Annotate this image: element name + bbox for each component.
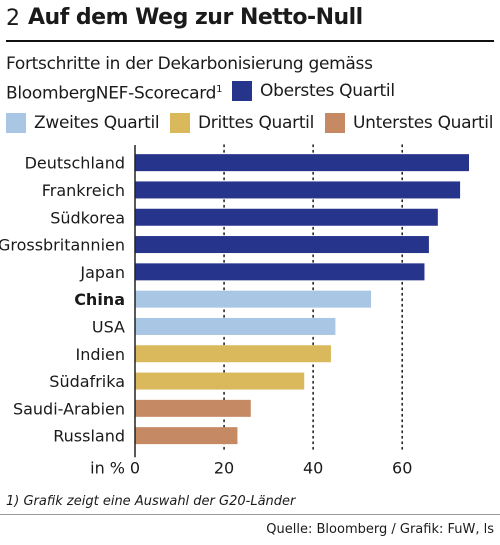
legend-label-zweites: Zweites Quartil xyxy=(34,113,160,133)
legend-swatch-oberstes xyxy=(232,81,252,101)
tick-label-0: 0 xyxy=(130,458,140,477)
footnote: 1) Grafik zeigt eine Auswahl der G20-Län… xyxy=(6,494,296,509)
bar-frankreich xyxy=(135,181,461,199)
category-label-indien: Indien xyxy=(76,345,125,364)
bar-südafrika xyxy=(135,372,305,390)
category-label-frankreich: Frankreich xyxy=(42,181,125,200)
legend-label-unterstes: Unterstes Quartil xyxy=(353,113,494,133)
x-axis-unit: in % xyxy=(90,458,125,477)
category-label-russland: Russland xyxy=(53,427,125,446)
bar-usa xyxy=(135,317,336,335)
figure-number: 2 xyxy=(6,6,20,31)
category-label-grossbritannien: Grossbritannien xyxy=(0,236,125,255)
bar-südkorea xyxy=(135,208,438,226)
category-label-südafrika: Südafrika xyxy=(49,372,125,391)
bar-grossbritannien xyxy=(135,236,429,254)
legend-item-oberstes: Oberstes Quartil xyxy=(232,80,395,102)
category-label-saudi-arabien: Saudi-Arabien xyxy=(13,399,125,418)
category-label-usa: USA xyxy=(92,317,125,336)
bar-indien xyxy=(135,345,331,363)
bar-japan xyxy=(135,263,425,281)
legend-swatch-unterstes xyxy=(325,113,345,133)
chart-title: Auf dem Weg zur Netto-Null xyxy=(28,5,363,30)
bar-deutschland xyxy=(135,154,469,172)
legend-label-oberstes: Oberstes Quartil xyxy=(260,81,395,101)
legend-item-unterstes: Unterstes Quartil xyxy=(325,112,493,134)
bar-saudi-arabien xyxy=(135,399,251,417)
legend-item-zweites: Zweites Quartil xyxy=(6,112,160,134)
tick-label-60: 60 xyxy=(392,458,412,477)
header: 2 Auf dem Weg zur Netto-Null xyxy=(6,4,494,42)
bar-russland xyxy=(135,427,238,445)
bar-chart: Deutschland Frankreich Südkorea Grossbritan… xyxy=(0,144,469,477)
source-credit: Quelle: Bloomberg / Grafik: FuW, ls xyxy=(266,522,494,537)
subtitle-line2: BloombergNEF-Scorecard1 xyxy=(6,80,222,104)
legend-item-drittes: Drittes Quartil xyxy=(170,112,314,134)
legend-label-drittes: Drittes Quartil xyxy=(198,113,315,133)
category-label-china: China xyxy=(74,290,125,309)
category-label-deutschland: Deutschland xyxy=(25,154,125,173)
bar-china xyxy=(135,290,372,308)
category-label-südkorea: Südkorea xyxy=(50,208,125,227)
footnote-marker: 1 xyxy=(216,84,223,95)
tick-label-40: 40 xyxy=(303,458,323,477)
legend-swatch-drittes xyxy=(170,113,190,133)
tick-label-20: 20 xyxy=(214,458,234,477)
subtitle-line1: Fortschritte in der Dekarbonisierung gem… xyxy=(6,54,373,74)
subtitle-text: BloombergNEF-Scorecard xyxy=(6,83,217,104)
category-label-japan: Japan xyxy=(79,263,125,282)
legend-swatch-zweites xyxy=(6,113,26,133)
divider xyxy=(0,514,500,515)
